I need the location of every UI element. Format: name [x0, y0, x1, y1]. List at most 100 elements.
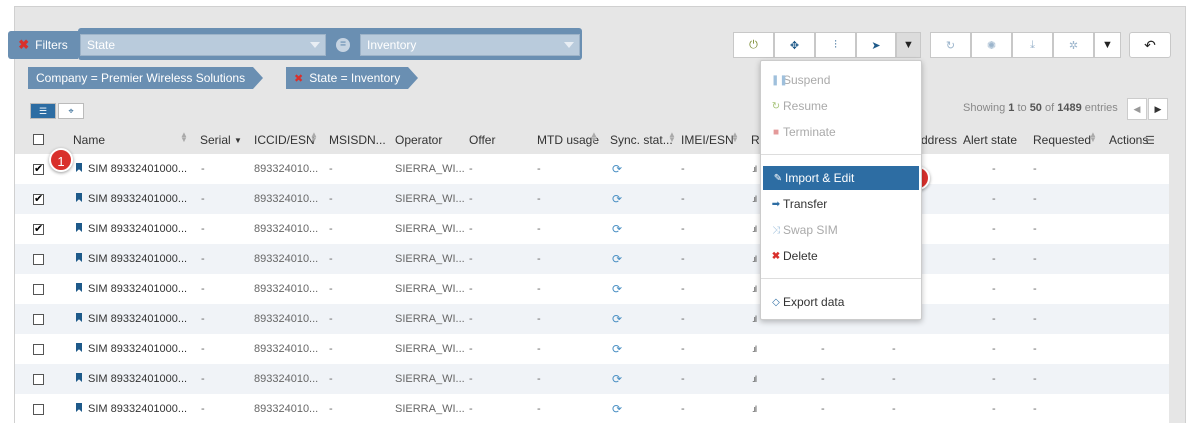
actions-menu: ❚❚ Suspend ↻ Resume ■ Terminate ✎ Import & E… — [760, 60, 922, 320]
delete-icon: ✖ — [771, 250, 781, 262]
table-row[interactable]: SIM 89332401000... -893324010... - SIERRA_W… — [15, 244, 1169, 274]
row-checkbox[interactable] — [33, 374, 44, 385]
col-requested[interactable]: Requested — [1033, 133, 1092, 147]
gear-icon: ✺ — [986, 39, 997, 52]
table-row[interactable]: SIM 89332401000... -893324010... - SIERRA_W… — [15, 364, 1169, 394]
table-row[interactable]: SIM 89332401000... -893324010... - SIERRA_W… — [15, 334, 1169, 364]
reset-button[interactable]: ↶ — [1129, 32, 1171, 58]
col-msisdn[interactable]: MSISDN... — [329, 133, 386, 147]
filter-chip-state[interactable]: ✖ State = Inventory — [286, 67, 419, 89]
power-button[interactable]: ⏻ — [733, 32, 774, 58]
prev-page-button[interactable]: ◀ — [1127, 98, 1147, 120]
map-view-toggle[interactable]: ⌖ — [58, 103, 84, 119]
row-checkbox[interactable] — [33, 344, 44, 355]
cell-name[interactable]: SIM 89332401000... — [88, 223, 188, 235]
refresh-button[interactable]: ↻ — [930, 32, 971, 58]
entries-summary: Showing 1 to 50 of 1489 entries — [963, 102, 1118, 114]
table-row[interactable]: ✔ SIM 89332401000... -893324010... - SIERRA_… — [15, 154, 1169, 184]
tag-button[interactable]: ➤ — [856, 32, 896, 58]
col-offer[interactable]: Offer — [469, 133, 496, 147]
sync-icon: ⟳ — [612, 402, 623, 416]
cell-operator: SIERRA_WI... — [395, 163, 465, 175]
col-mtd-usage[interactable]: MTD usage — [537, 133, 600, 147]
table-row[interactable]: SIM 89332401000... -893324010... - SIERRA_W… — [15, 274, 1169, 304]
col-iccid[interactable]: ICCID/ESN — [254, 133, 315, 147]
col-alert-state[interactable]: Alert state — [963, 133, 1018, 147]
cell-mtd: - — [537, 403, 541, 415]
table-row[interactable]: SIM 89332401000... -893324010... - SIERRA_W… — [15, 394, 1169, 424]
menu-item-export-data[interactable]: ◇ Export data — [772, 295, 845, 309]
menu-item-delete[interactable]: ✖ Delete — [771, 249, 818, 263]
menu-item-swap-sim[interactable]: ⤨ Swap SIM — [772, 223, 838, 237]
sync-icon: ⟳ — [612, 252, 623, 266]
row-checkbox[interactable] — [33, 284, 44, 295]
cell-name[interactable]: SIM 89332401000... — [88, 253, 188, 265]
filter-chip-company[interactable]: Company = Premier Wireless Solutions — [28, 67, 264, 89]
sort-desc-icon: ▼ — [234, 136, 242, 145]
cell-name[interactable]: SIM 89332401000... — [88, 313, 188, 325]
undo-icon: ↶ — [1144, 36, 1156, 53]
cell-operator: SIERRA_WI... — [395, 283, 465, 295]
table-row[interactable]: ✔ SIM 89332401000... -893324010... - SIERRA_… — [15, 184, 1169, 214]
filter-field-select[interactable]: State — [80, 34, 326, 56]
menu-item-transfer[interactable]: ➡ Transfer — [771, 197, 828, 211]
row-checkbox[interactable]: ✔ — [33, 193, 44, 205]
actions-dropdown-button[interactable]: ▼ — [896, 32, 921, 58]
cell-name[interactable]: SIM 89332401000... — [88, 403, 188, 415]
cell-requested: - — [1033, 193, 1037, 205]
list-view-toggle[interactable]: ☰ — [30, 103, 56, 119]
bookmark-icon — [76, 313, 82, 322]
columns-menu-icon[interactable]: ☰ — [1145, 135, 1155, 147]
cell-name[interactable]: SIM 89332401000... — [88, 343, 188, 355]
signal-icon: .ıl — [752, 374, 757, 384]
col-address[interactable]: Address — [913, 133, 958, 147]
cell-requested: - — [1033, 223, 1037, 235]
cell-msisdn: - — [329, 223, 333, 235]
cell-name[interactable]: SIM 89332401000... — [88, 193, 188, 205]
gear-button[interactable]: ✺ — [971, 32, 1012, 58]
settings-button[interactable]: ✲ — [1053, 32, 1094, 58]
menu-item-resume[interactable]: ↻ Resume — [771, 99, 828, 113]
row-checkbox[interactable] — [33, 404, 44, 415]
col-serial[interactable]: Serial — [200, 133, 231, 147]
more-dropdown-button[interactable]: ▼ — [1094, 32, 1121, 58]
split-button[interactable]: ⫶ — [815, 32, 856, 58]
row-checkbox[interactable] — [33, 254, 44, 265]
cell-msisdn: - — [329, 403, 333, 415]
select-all-checkbox[interactable] — [33, 134, 44, 145]
remove-chip-icon[interactable]: ✖ — [294, 72, 304, 85]
table-row[interactable]: SIM 89332401000... -893324010... - SIERRA_W… — [15, 304, 1169, 334]
menu-item-suspend[interactable]: ❚❚ Suspend — [771, 73, 831, 87]
cell-name[interactable]: SIM 89332401000... — [88, 283, 188, 295]
col-sync-status[interactable]: Sync. stat... — [610, 133, 673, 147]
menu-item-import-edit[interactable]: ✎ Import & Edit — [763, 166, 919, 190]
row-checkbox[interactable]: ✔ — [33, 163, 44, 175]
table-row[interactable]: ✔ SIM 89332401000... -893324010... - SIERRA_… — [15, 214, 1169, 244]
cell-msisdn: - — [329, 193, 333, 205]
col-imei[interactable]: IMEI/ESN — [681, 133, 734, 147]
cell-msisdn: - — [329, 163, 333, 175]
bookmark-icon — [76, 163, 82, 172]
cell-name[interactable]: SIM 89332401000... — [88, 163, 188, 175]
cell-imei: - — [681, 373, 685, 385]
col-name[interactable]: Name — [73, 133, 106, 147]
equals-icon[interactable]: = — [336, 38, 350, 52]
cell-name[interactable]: SIM 89332401000... — [88, 373, 188, 385]
cell-rs2: - — [821, 343, 825, 355]
menu-item-terminate[interactable]: ■ Terminate — [772, 125, 836, 139]
col-operator[interactable]: Operator — [395, 133, 443, 147]
download-button[interactable]: ⤓ — [1012, 32, 1053, 58]
chevron-down-icon: ▼ — [903, 39, 914, 51]
cell-msisdn: - — [329, 253, 333, 265]
next-page-button[interactable]: ▶ — [1148, 98, 1168, 120]
filters-toggle[interactable]: ✖ Filters — [8, 31, 78, 59]
sync-icon: ⟳ — [612, 192, 623, 206]
move-button[interactable]: ✥ — [774, 32, 815, 58]
cell-rs2: - — [821, 373, 825, 385]
close-icon[interactable]: ✖ — [18, 37, 30, 52]
row-checkbox[interactable]: ✔ — [33, 223, 44, 235]
row-checkbox[interactable] — [33, 314, 44, 325]
col-actions[interactable]: Actions — [1109, 133, 1149, 147]
cell-iccid: 893324010... — [254, 193, 319, 205]
filter-value-select[interactable]: Inventory — [360, 34, 580, 56]
